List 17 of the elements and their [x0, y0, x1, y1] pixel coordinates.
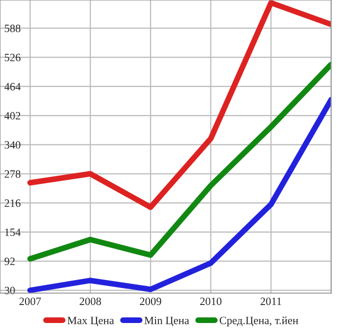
x-tick-label: 2009	[140, 298, 162, 306]
x-tick-label: 2008	[80, 298, 102, 306]
y-tick-label: 278	[4, 170, 20, 178]
y-tick-label: 526	[4, 54, 20, 62]
y-tick-label: 92	[4, 258, 15, 266]
x-tick-label: 2007	[19, 298, 41, 306]
y-tick-label: 588	[4, 24, 20, 32]
y-tick-label: 402	[4, 112, 20, 120]
y-tick-label: 464	[4, 82, 21, 90]
y-tick-label: 216	[4, 199, 20, 207]
x-tick-label: 2010	[200, 298, 222, 306]
y-tick-label: 154	[5, 228, 21, 236]
legend-label: Сред.Цена, т.йен	[220, 316, 298, 326]
legend-label: Max Цена	[67, 316, 114, 326]
legend-label: Min Цена	[144, 316, 190, 326]
x-tick-label: 2011	[260, 298, 282, 306]
y-tick-label: 340	[4, 141, 20, 149]
